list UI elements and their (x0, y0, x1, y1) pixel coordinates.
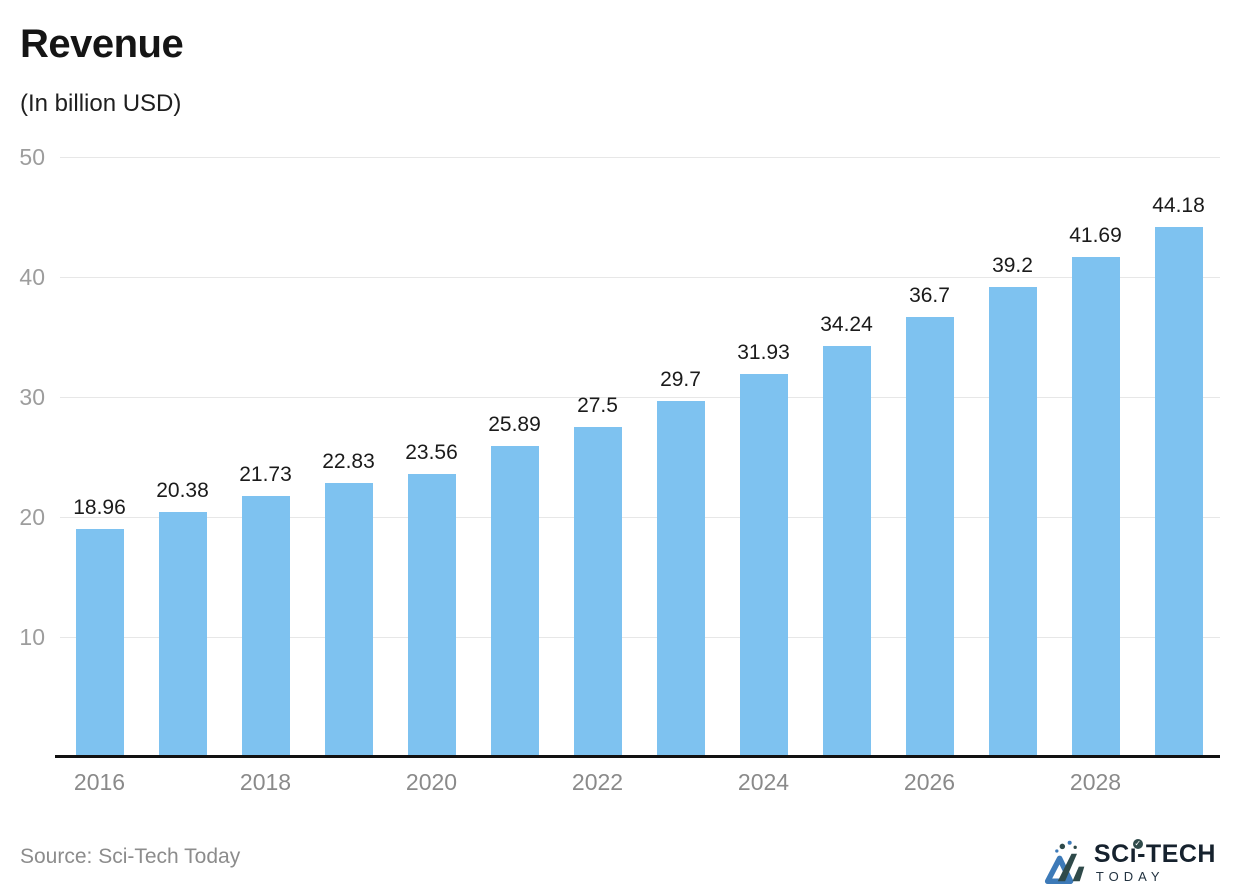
scitech-logo-icon (1044, 840, 1085, 884)
gridline-40 (60, 277, 1220, 278)
bar-slot-2024: 31.93 (722, 157, 805, 757)
bar-series: 18.96 20.38 21.73 22.83 23.56 25.89 27.5 29.7 31… (58, 157, 1220, 757)
bar-2029 (1154, 226, 1203, 757)
x-tick-label-2024: 2024 (737, 769, 790, 795)
bar-slot-2020: 23.56 (390, 157, 473, 757)
bar-2024 (739, 373, 788, 757)
x-tick-label-2016: 2016 (73, 769, 126, 795)
x-tick-label-2027 (971, 769, 1054, 796)
bar-value-label-2017: 20.38 (156, 479, 209, 503)
bar-value-label-2029: 44.18 (1152, 193, 1205, 217)
bar-value-label-2018: 21.73 (239, 463, 292, 487)
gridline-50 (60, 157, 1220, 158)
plot-area: 10 20 30 40 50 18.96 20.38 21.73 22.83 23.56 25.8… (19, 145, 1220, 795)
bar-2025 (822, 346, 871, 757)
scitech-logo-text: SCı-TECH ✓ TODAY (1093, 838, 1216, 884)
bar-value-label-2016: 18.96 (73, 496, 126, 520)
bar-2021 (490, 446, 539, 757)
bar-slot-2023: 29.7 (639, 157, 722, 757)
x-tick-label-2022: 2022 (571, 769, 624, 795)
bar-slot-2027: 39.2 (971, 157, 1054, 757)
bar-slot-2029: 44.18 (1137, 157, 1220, 757)
y-tick-label-40: 40 (19, 264, 45, 290)
scitech-logo: SCı-TECH ✓ TODAY (1044, 838, 1216, 886)
y-tick-label-50: 50 (19, 144, 45, 170)
bar-slot-2026: 36.7 (888, 157, 971, 757)
x-tick-label-2025 (805, 769, 888, 796)
bar-2027 (988, 286, 1037, 757)
y-tick-label-20: 20 (19, 504, 45, 530)
chart-subtitle: (In billion USD) (20, 90, 182, 117)
x-tick-label-2019 (307, 769, 390, 796)
source-note: Source: Sci-Tech Today (20, 845, 241, 868)
bar-2020 (407, 474, 456, 757)
x-axis-labels: 2016 2018 2020 2022 2024 2026 2028 (58, 769, 1220, 796)
bar-slot-2022: 27.5 (556, 157, 639, 757)
bar-slot-2025: 34.24 (805, 157, 888, 757)
x-tick-label-2018: 2018 (239, 769, 292, 795)
x-tick-label-2017 (141, 769, 224, 796)
bar-slot-2028: 41.69 (1054, 157, 1137, 757)
bar-slot-2017: 20.38 (141, 157, 224, 757)
bar-slot-2019: 22.83 (307, 157, 390, 757)
x-tick-label-2023 (639, 769, 722, 796)
logo-main-text: SCı-TECH ✓ (1093, 838, 1216, 868)
logo-sub-text: TODAY (1095, 868, 1165, 884)
gridline-30 (60, 397, 1220, 398)
bar-value-label-2019: 22.83 (322, 450, 375, 474)
bar-2018 (241, 496, 290, 757)
bar-2022 (573, 427, 622, 757)
bar-2016 (75, 529, 124, 757)
bar-slot-2016: 18.96 (58, 157, 141, 757)
x-tick-label-2020: 2020 (405, 769, 458, 795)
x-tick-label-2026: 2026 (903, 769, 956, 795)
x-tick-label-2029 (1137, 769, 1220, 796)
gridline-20 (60, 517, 1220, 518)
bar-value-label-2027: 39.2 (992, 253, 1033, 277)
bar-value-label-2021: 25.89 (488, 413, 541, 437)
bar-value-label-2026: 36.7 (909, 283, 950, 307)
bar-2019 (324, 483, 373, 757)
bar-value-label-2022: 27.5 (577, 394, 618, 417)
chart-title: Revenue (20, 22, 184, 66)
x-tick-label-2028: 2028 (1069, 769, 1122, 795)
bar-2023 (656, 400, 705, 757)
gridline-10 (60, 637, 1220, 638)
bar-value-label-2028: 41.69 (1069, 223, 1122, 247)
bar-2026 (905, 316, 954, 757)
bar-slot-2018: 21.73 (224, 157, 307, 757)
y-tick-label-10: 10 (19, 624, 45, 650)
bar-2017 (158, 512, 207, 757)
bar-slot-2021: 25.89 (473, 157, 556, 757)
bar-value-label-2024: 31.93 (737, 340, 790, 364)
x-tick-label-2021 (473, 769, 556, 796)
x-axis-line (55, 755, 1220, 758)
bar-2028 (1071, 256, 1120, 757)
bar-value-label-2023: 29.7 (660, 367, 701, 391)
y-tick-label-30: 30 (19, 384, 45, 410)
bar-value-label-2025: 34.24 (820, 313, 873, 337)
bar-value-label-2020: 23.56 (405, 441, 458, 465)
logo-check-icon: ✓ (1132, 838, 1143, 849)
